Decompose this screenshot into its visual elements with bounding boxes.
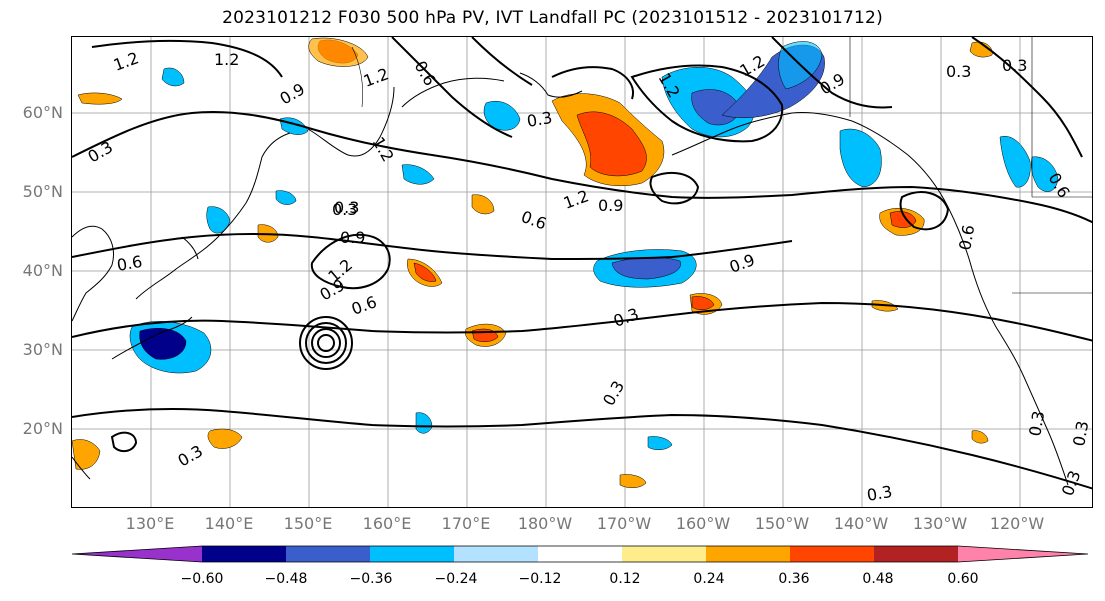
lon-label: 180°W <box>517 514 573 533</box>
contour-label: 0.3 <box>334 198 359 217</box>
colorbar-segment <box>454 546 539 562</box>
colorbar-segments <box>71 545 1089 563</box>
colorbar-segment <box>202 546 287 562</box>
contour-label: 0.9 <box>598 196 623 215</box>
colorbar-segment <box>370 546 455 562</box>
lat-label: 50°N <box>22 182 63 201</box>
contour-label: 0.6 <box>955 223 978 251</box>
contour-label: 0.3 <box>332 200 357 219</box>
contour-label: 0.3 <box>175 441 207 470</box>
colorbar-tick-label: −0.60 <box>180 571 224 587</box>
contour-label: 0.3 <box>525 108 553 131</box>
colorbar-segment <box>622 546 707 562</box>
colorbar-tick-label: 0.24 <box>693 571 725 587</box>
contour-label: 1.2 <box>214 50 239 69</box>
lon-label: 150°W <box>754 514 810 533</box>
lat-label: 30°N <box>22 340 63 359</box>
colorbar-tick-label: −0.24 <box>434 571 478 587</box>
coastlines <box>72 72 1069 486</box>
contour-label: 0.3 <box>1058 468 1085 498</box>
lon-label: 130°E <box>125 514 175 533</box>
colorbar-segment <box>706 546 791 562</box>
colorbar-segment <box>874 546 959 562</box>
lat-label: 20°N <box>22 419 63 438</box>
contour-label: 0.3 <box>1069 419 1092 447</box>
lon-label: 170°W <box>596 514 652 533</box>
colorbar-segment <box>538 546 623 562</box>
contour-label: 1.2 <box>561 186 591 213</box>
colorbar-extend-low <box>72 546 202 562</box>
contour-label: 0.3 <box>611 304 641 331</box>
colorbar-tick-label: −0.36 <box>349 571 393 587</box>
borders <box>351 37 1092 294</box>
contour-label: 0.6 <box>115 252 143 275</box>
contour-label: 0.3 <box>1025 409 1048 437</box>
figure-title: 2023101212 F030 500 hPa PV, IVT Landfall… <box>222 8 883 28</box>
lon-label: 120°W <box>989 514 1045 533</box>
colorbar-tick-label: 0.36 <box>778 571 810 587</box>
contour-label: 0.3 <box>599 377 628 409</box>
colorbar-tick-label: −0.12 <box>518 571 562 587</box>
map-panel[interactable]: 1.2 1.2 1.2 0.9 0.6 0.3 1.2 0.9 0.6 1.2 … <box>71 36 1093 508</box>
contour-label: 0.3 <box>865 482 893 505</box>
map-canvas: 1.2 1.2 1.2 0.9 0.6 0.3 1.2 0.9 0.6 1.2 … <box>72 37 1092 507</box>
lat-label: 40°N <box>22 261 63 280</box>
contour-label: 1.2 <box>111 48 141 75</box>
colorbar-tick-label: −0.48 <box>264 571 308 587</box>
contour-label: 1.2 <box>361 64 391 91</box>
colorbar-outline <box>71 545 1089 563</box>
colorbar-segment <box>286 546 371 562</box>
contour-label: 0.6 <box>349 292 379 319</box>
lon-label: 140°E <box>204 514 254 533</box>
contour-label: 0.9 <box>340 228 365 247</box>
contour-label: 1.2 <box>369 134 398 166</box>
lat-label: 60°N <box>22 103 63 122</box>
contour-label: 0.6 <box>411 58 440 90</box>
colorbar-tick-label: 0.12 <box>609 571 641 587</box>
contour-label: 0.3 <box>85 137 117 166</box>
pv-anomaly-fills <box>72 37 1059 488</box>
contour-label: 0.3 <box>1002 56 1027 75</box>
colorbar-tick-label: 0.48 <box>862 571 894 587</box>
lon-label: 160°W <box>675 514 731 533</box>
contour-label: 0.3 <box>946 62 971 81</box>
colorbar-extend-high <box>958 546 1088 562</box>
lon-label: 170°E <box>441 514 491 533</box>
lon-label: 150°E <box>283 514 333 533</box>
lon-label: 140°W <box>833 514 889 533</box>
contour-label: 0.9 <box>727 250 757 277</box>
colorbar-tick-label: 0.60 <box>947 571 979 587</box>
pv-contours <box>72 37 1092 490</box>
colorbar <box>71 545 1089 563</box>
lon-label: 160°E <box>362 514 412 533</box>
contour-label: 0.6 <box>519 207 549 234</box>
contour-label: 0.9 <box>277 79 309 108</box>
colorbar-segment <box>790 546 875 562</box>
lon-label: 130°W <box>912 514 968 533</box>
